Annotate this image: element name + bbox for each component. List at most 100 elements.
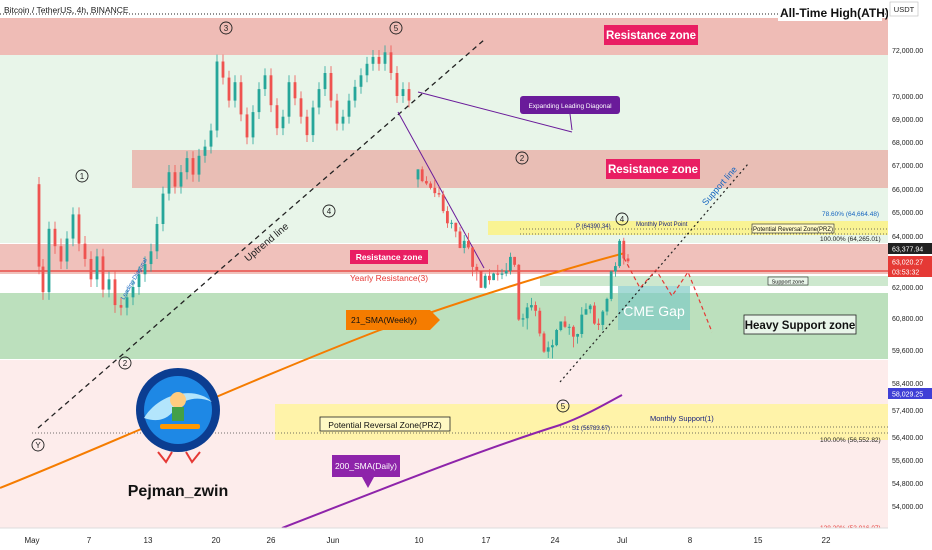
y-tick-label: 62,000.00 bbox=[892, 285, 923, 292]
candle-body bbox=[161, 193, 165, 224]
candle-body bbox=[389, 52, 393, 73]
candle-body bbox=[137, 274, 141, 287]
x-tick-label: 8 bbox=[688, 536, 693, 545]
monthly-support-label: Monthly Support(1) bbox=[650, 414, 714, 423]
x-tick-label: 26 bbox=[267, 536, 276, 545]
candle-body bbox=[597, 323, 600, 325]
y-tick-label: 56,400.00 bbox=[892, 435, 923, 442]
candle-body bbox=[329, 73, 333, 101]
diagonal-upper-line bbox=[417, 91, 573, 133]
price-tag-label: 63,020.27 bbox=[892, 260, 923, 267]
sma21-weekly-line bbox=[0, 252, 626, 489]
candle-body bbox=[462, 240, 466, 248]
candle-body bbox=[293, 82, 297, 99]
candle-body bbox=[215, 61, 219, 131]
wave-marker-label: 5 bbox=[561, 402, 566, 411]
y-tick-label: 72,000.00 bbox=[892, 48, 923, 55]
candle-body bbox=[77, 214, 81, 244]
prz-label: Potential Reversal Zone(PRZ) bbox=[328, 420, 442, 430]
candle-body bbox=[437, 193, 441, 195]
candle-body bbox=[71, 214, 75, 239]
ath-label: All-Time High(ATH) bbox=[780, 6, 889, 20]
candle-body bbox=[299, 98, 303, 117]
resistance-zone-label-1: Resistance zone bbox=[606, 30, 696, 42]
pivot-label: P (64390.34) bbox=[576, 224, 611, 230]
candle-body bbox=[41, 266, 45, 293]
time-axis: May 7 13 20 26 Jun 10 17 24 Jul 8 15 22 bbox=[0, 527, 932, 550]
candle-body bbox=[95, 256, 99, 280]
candle-body bbox=[605, 298, 609, 312]
price-tag-bg bbox=[888, 243, 932, 254]
candle-body bbox=[407, 89, 411, 101]
candle-body bbox=[371, 56, 375, 64]
sma21-label: 21_SMA(Weekly) bbox=[351, 315, 417, 325]
wave-marker-label: Y bbox=[35, 441, 41, 450]
candle-body bbox=[173, 172, 177, 187]
candle-body bbox=[227, 77, 231, 101]
candle-body bbox=[555, 330, 558, 346]
candle-body bbox=[420, 169, 424, 182]
candle-body bbox=[119, 305, 123, 308]
candle-body bbox=[365, 63, 369, 76]
candle-body bbox=[433, 187, 437, 194]
price-tag-bg bbox=[888, 256, 932, 267]
y-tick-label: 67,000.00 bbox=[892, 163, 923, 170]
candle-body bbox=[467, 240, 470, 248]
yearly-resistance-label: Yearly Resistance(3) bbox=[350, 273, 428, 283]
price-axis: USDT 72,000.00 70,000.00 69,000.00 68,000.0… bbox=[888, 0, 932, 550]
wave-marker-label: 5 bbox=[394, 24, 399, 33]
candle-body bbox=[572, 326, 575, 337]
candle-body bbox=[311, 107, 315, 136]
candle-body bbox=[131, 287, 135, 298]
resistance-zone-label-3: Resistance zone bbox=[356, 252, 423, 262]
currency-label: USDT bbox=[894, 5, 915, 14]
wave-marker bbox=[389, 21, 403, 35]
candle-body bbox=[185, 158, 189, 173]
y-tick-label: 64,000.00 bbox=[892, 234, 923, 241]
fib-100-low-label: 100.00% (56,552.82) bbox=[820, 437, 881, 444]
candle-body bbox=[454, 222, 458, 232]
author-logo: Pejman_zwin bbox=[128, 368, 228, 500]
plot-area bbox=[0, 13, 888, 528]
wave-marker bbox=[219, 21, 233, 35]
candle-body bbox=[65, 238, 69, 262]
wave-marker-label: 2 bbox=[520, 154, 525, 163]
candle-body bbox=[125, 297, 129, 308]
x-tick-label: 20 bbox=[212, 536, 221, 545]
candle-body bbox=[534, 305, 537, 311]
candle-body bbox=[269, 75, 273, 106]
candle-body bbox=[37, 184, 41, 267]
fib-100-label: 100.00% (64,265.01) bbox=[820, 236, 881, 243]
cme-gap-box bbox=[618, 286, 690, 330]
prz-small-label: Potential Reversal Zone(PRZ) bbox=[753, 227, 833, 233]
candle-body bbox=[496, 273, 500, 275]
candle-body bbox=[479, 271, 483, 288]
candle-body bbox=[323, 73, 327, 90]
y-tick-label: 55,600.00 bbox=[892, 458, 923, 465]
candle-body bbox=[546, 347, 550, 352]
candle-body bbox=[622, 240, 626, 259]
x-tick-label: 10 bbox=[415, 536, 424, 545]
candle-body bbox=[618, 240, 621, 267]
candle-body bbox=[492, 273, 495, 281]
candle-body bbox=[305, 116, 309, 136]
x-tick-label: 24 bbox=[551, 536, 560, 545]
candle-body bbox=[251, 112, 255, 138]
sma-labels: 21_SMA(Weekly) 200_SMA(Daily) Expanding … bbox=[332, 96, 620, 488]
candle-body bbox=[275, 105, 279, 129]
candle-body bbox=[221, 61, 225, 78]
candle-body bbox=[59, 246, 63, 262]
price-tag-label: 03:53:32 bbox=[892, 270, 919, 277]
expanding-diagonal-label: Expanding Leading Diagonal bbox=[528, 103, 612, 110]
projection-path bbox=[623, 257, 713, 333]
candle-body bbox=[83, 243, 87, 259]
candle-body bbox=[525, 307, 529, 319]
y-tick-label: 68,000.00 bbox=[892, 140, 923, 147]
candle-body bbox=[509, 256, 512, 271]
candle-body bbox=[245, 114, 249, 138]
candle-body bbox=[563, 321, 567, 327]
candle-body bbox=[551, 345, 554, 348]
sma200-daily-line bbox=[281, 394, 623, 528]
wave-marker-label: 4 bbox=[620, 215, 625, 224]
